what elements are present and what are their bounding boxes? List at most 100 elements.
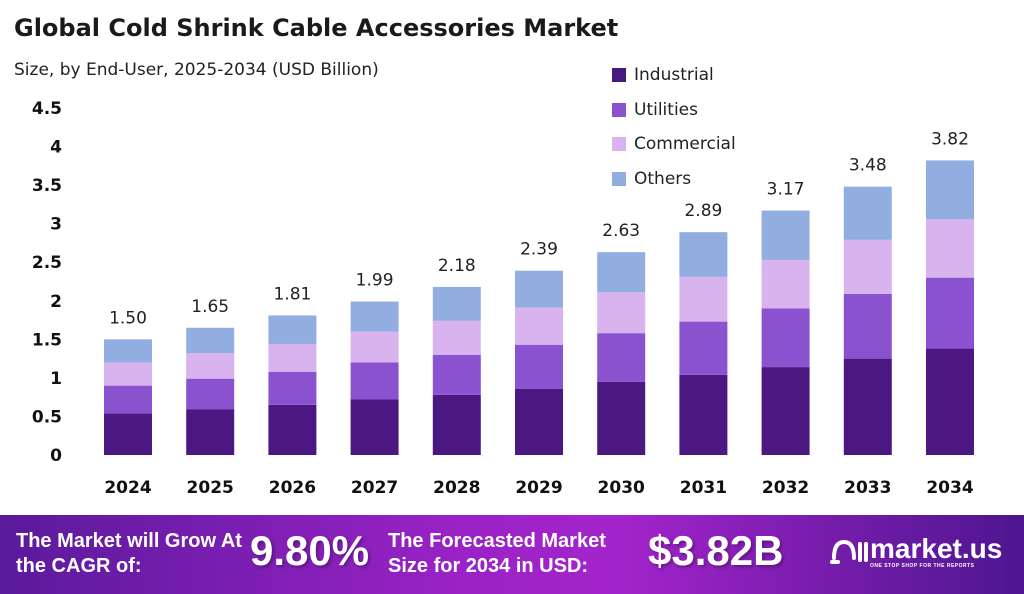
- x-tick-label: 2032: [762, 478, 809, 498]
- y-tick-label: 0.5: [32, 407, 62, 427]
- y-tick-label: 4: [50, 138, 62, 158]
- y-tick-label: 3.5: [32, 176, 62, 196]
- legend: Industrial Utilities Commercial Others: [612, 58, 736, 196]
- total-label: 1.50: [109, 308, 147, 328]
- logo-text: market.us: [870, 533, 1003, 564]
- bar-segment-industrial: [597, 381, 646, 455]
- bar-segment-industrial: [350, 399, 399, 455]
- x-tick-label: 2029: [515, 478, 562, 498]
- bar-segment-others: [679, 232, 728, 277]
- bar-segment-utilities: [104, 385, 152, 414]
- total-label: 3.48: [849, 156, 887, 176]
- x-tick-label: 2030: [598, 478, 645, 498]
- forecast-value: $3.82B: [648, 527, 784, 574]
- x-tick-label: 2026: [269, 478, 316, 498]
- x-tick-label: 2034: [926, 478, 973, 498]
- bar-segment-others: [432, 286, 481, 321]
- bar-segment-commercial: [268, 343, 317, 372]
- bar-segment-industrial: [432, 394, 481, 455]
- legend-label: Others: [634, 168, 692, 189]
- bar-segment-commercial: [761, 259, 810, 309]
- bar-segment-commercial: [350, 331, 399, 363]
- bar-segment-utilities: [926, 277, 974, 349]
- bar-segment-utilities: [515, 344, 563, 389]
- total-label: 2.39: [520, 240, 558, 260]
- legend-swatch: [612, 171, 626, 186]
- bar-segment-commercial: [515, 307, 563, 345]
- y-tick-label: 1.5: [32, 330, 62, 350]
- total-label: 2.18: [438, 256, 476, 276]
- bar-segment-utilities: [679, 321, 728, 375]
- chart-title: Global Cold Shrink Cable Accessories Mar…: [14, 14, 619, 42]
- market-us-logo: market.us ONE STOP SHOP FOR THE REPORTS: [830, 533, 1002, 569]
- legend-item: Utilities: [612, 93, 736, 128]
- bar-segment-commercial: [926, 219, 974, 278]
- y-tick-label: 1: [50, 369, 62, 389]
- legend-label: Utilities: [634, 99, 698, 120]
- total-label: 2.89: [684, 201, 722, 221]
- legend-swatch: [612, 137, 626, 152]
- bar-segment-industrial: [104, 413, 152, 455]
- legend-item: Others: [612, 162, 736, 197]
- bar-segment-utilities: [186, 378, 235, 410]
- bar-segment-others: [761, 210, 810, 260]
- bar-segment-others: [268, 315, 317, 344]
- bar-segment-industrial: [679, 374, 728, 455]
- total-label: 1.99: [356, 271, 394, 291]
- logo-icon: [830, 539, 868, 564]
- total-label: 1.65: [191, 297, 229, 317]
- x-tick-label: 2027: [351, 478, 398, 498]
- bar-segment-commercial: [679, 276, 728, 322]
- forecast-label: The Forecasted Market Size for 2034 in U…: [388, 530, 606, 577]
- total-label: 3.82: [931, 129, 969, 149]
- y-tick-label: 0: [50, 446, 62, 466]
- x-tick-label: 2025: [187, 478, 234, 498]
- bar-segment-commercial: [432, 320, 481, 355]
- bar-segment-utilities: [268, 371, 317, 405]
- bar-segment-others: [597, 252, 646, 293]
- total-label: 3.17: [767, 180, 805, 200]
- x-tick-label: 2024: [104, 478, 151, 498]
- bar-segment-utilities: [432, 354, 481, 395]
- bar-segment-others: [350, 301, 399, 332]
- bar-segment-commercial: [186, 353, 235, 379]
- legend-item: Industrial: [612, 58, 736, 93]
- bar-segment-industrial: [515, 388, 563, 455]
- bar-segment-others: [926, 160, 974, 220]
- y-tick-label: 2: [50, 292, 62, 312]
- y-tick-label: 3: [50, 215, 62, 235]
- total-label: 2.63: [602, 221, 640, 241]
- bar-segment-utilities: [350, 362, 399, 400]
- bar-segment-commercial: [597, 292, 646, 334]
- bar-segment-industrial: [926, 348, 974, 455]
- bar-segment-others: [515, 270, 563, 308]
- bar-segment-utilities: [761, 308, 810, 368]
- y-tick-label: 2.5: [32, 253, 62, 273]
- bar-segment-industrial: [186, 409, 235, 455]
- bar-segment-industrial: [843, 358, 892, 455]
- stacked-bar-chart: 0 0.5 1 1.5 2 2.5 3 3.5 4 4.5 1.50 2024 1.65 2025 1.81…: [32, 99, 974, 498]
- bar-segment-others: [843, 186, 892, 240]
- bar-segment-industrial: [268, 404, 317, 455]
- bar-segment-others: [186, 327, 235, 354]
- bar-segment-utilities: [597, 333, 646, 382]
- bar-segment-commercial: [104, 362, 152, 386]
- bar-segment-industrial: [761, 367, 810, 455]
- x-tick-label: 2028: [433, 478, 480, 498]
- legend-label: Commercial: [634, 134, 736, 155]
- legend-swatch: [612, 102, 626, 117]
- cagr-value: 9.80%: [250, 527, 370, 574]
- logo-tagline: ONE STOP SHOP FOR THE REPORTS: [870, 563, 975, 569]
- x-tick-label: 2033: [844, 478, 891, 498]
- footer-banner: The Market will Grow At the CAGR of: 9.8…: [0, 515, 1024, 594]
- bar-segment-commercial: [843, 239, 892, 294]
- bar-segment-others: [104, 339, 152, 363]
- cagr-label: The Market will Grow At the CAGR of:: [16, 530, 242, 577]
- legend-item: Commercial: [612, 127, 736, 162]
- legend-swatch: [612, 68, 626, 83]
- bar-segment-utilities: [843, 293, 892, 359]
- legend-label: Industrial: [634, 65, 714, 86]
- y-tick-label: 4.5: [32, 99, 62, 119]
- total-label: 1.81: [273, 284, 311, 304]
- x-tick-label: 2031: [680, 478, 727, 498]
